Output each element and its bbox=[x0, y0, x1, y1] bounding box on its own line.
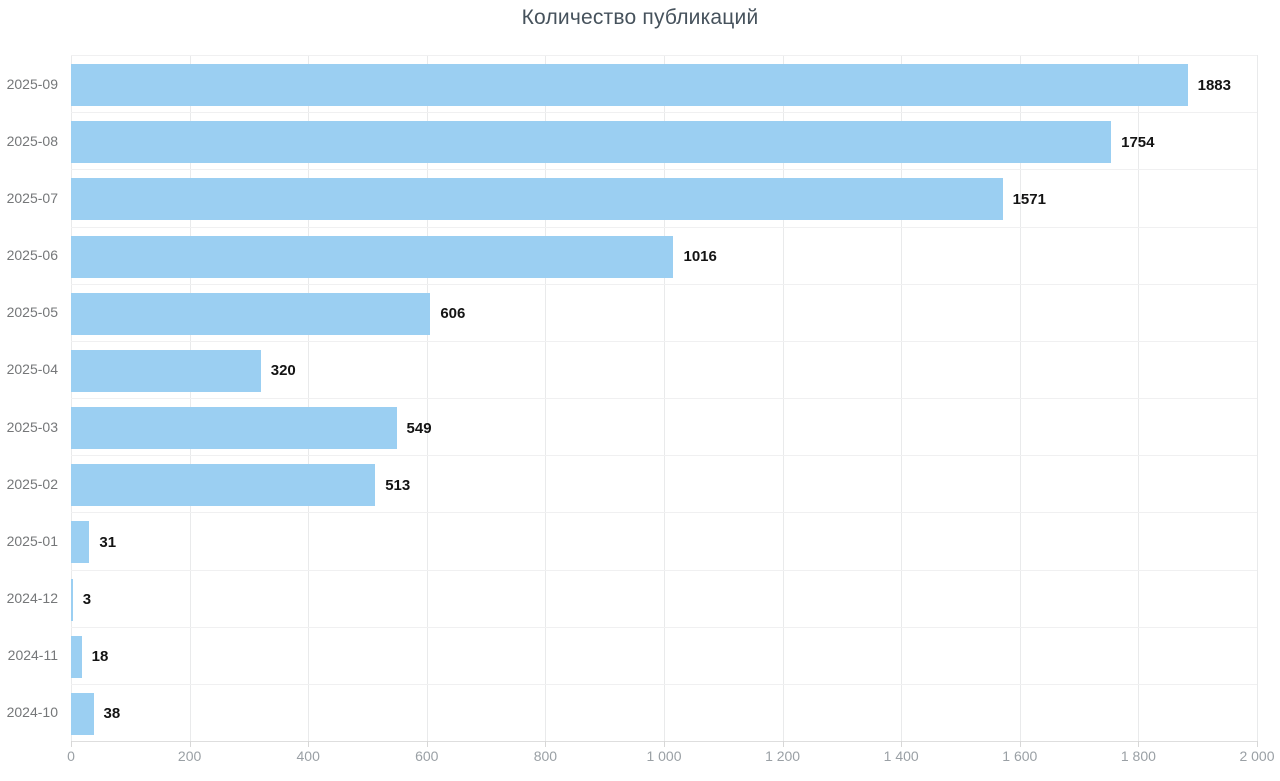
bar-2025-03[interactable] bbox=[71, 407, 397, 450]
bar-row: 320 bbox=[71, 340, 1257, 398]
y-axis-label: 2025-06 bbox=[6, 247, 58, 264]
bar-value-label: 1754 bbox=[1121, 133, 1155, 151]
y-axis-label: 2025-02 bbox=[6, 475, 58, 492]
x-axis: 0 200 400 600 800 1 000 1 200 1 400 1 600 1 800 2 … bbox=[67, 748, 1274, 770]
y-axis-label: 2024-11 bbox=[7, 647, 58, 664]
bar-value-label: 1571 bbox=[1012, 190, 1046, 208]
vertical-gridline bbox=[901, 55, 903, 741]
bar-value-label: 549 bbox=[406, 419, 432, 437]
bar-2024-11[interactable] bbox=[71, 635, 82, 678]
y-axis-label: 2025-01 bbox=[6, 532, 58, 549]
x-axis-tick-mark bbox=[1019, 741, 1021, 747]
bar-row: 38 bbox=[71, 683, 1257, 741]
bar-row: 1571 bbox=[71, 169, 1257, 226]
x-axis-tick-label: 1 000 bbox=[646, 748, 682, 764]
bar-2025-01[interactable] bbox=[71, 521, 90, 564]
bar-row: 549 bbox=[71, 398, 1257, 455]
bar-2024-10[interactable] bbox=[71, 692, 94, 735]
bar-rows: 1883 1754 1571 1016 606 320 549 513 31 3 18 38 bbox=[71, 55, 1257, 741]
bar-value-label: 513 bbox=[385, 476, 411, 494]
bar-2025-09[interactable] bbox=[71, 64, 1188, 106]
x-axis-tick-mark bbox=[1138, 741, 1140, 747]
y-axis-label: 2025-08 bbox=[6, 132, 58, 149]
y-axis-label: 2025-03 bbox=[6, 418, 58, 435]
vertical-gridline bbox=[71, 55, 72, 741]
vertical-gridline bbox=[189, 55, 191, 741]
bar-row: 513 bbox=[71, 455, 1257, 512]
bar-value-label: 18 bbox=[91, 648, 109, 666]
vertical-gridline bbox=[1257, 55, 1258, 741]
x-axis-tick-mark bbox=[426, 741, 428, 747]
vertical-gridline bbox=[426, 55, 428, 741]
y-axis-label: 2025-09 bbox=[6, 75, 58, 92]
x-axis-tick-label: 1 400 bbox=[883, 748, 919, 764]
y-axis-label: 2024-10 bbox=[6, 704, 58, 721]
bar-row: 1883 bbox=[71, 55, 1257, 112]
vertical-gridline bbox=[1138, 55, 1140, 741]
plot-area: 1883 1754 1571 1016 606 320 549 513 31 3 18 38 bbox=[71, 55, 1258, 747]
bar-row: 31 bbox=[71, 512, 1257, 569]
bar-row: 1016 bbox=[71, 226, 1257, 284]
x-axis-tick-label: 1 600 bbox=[1002, 748, 1038, 764]
bar-2024-12[interactable] bbox=[71, 578, 73, 621]
bar-value-label: 31 bbox=[99, 533, 117, 551]
x-axis-tick-mark bbox=[1257, 741, 1258, 747]
x-axis-tick-label: 0 bbox=[67, 748, 75, 764]
bar-2025-05[interactable] bbox=[71, 292, 431, 335]
y-axis-label: 2025-04 bbox=[6, 361, 58, 378]
x-axis-tick-label: 1 800 bbox=[1120, 748, 1156, 764]
bar-row: 606 bbox=[71, 283, 1257, 341]
bar-2025-02[interactable] bbox=[71, 464, 376, 507]
x-axis-tick-mark bbox=[901, 741, 903, 747]
x-axis-tick-label: 800 bbox=[533, 748, 558, 764]
bar-value-label: 320 bbox=[270, 362, 296, 380]
bar-value-label: 1883 bbox=[1197, 76, 1231, 94]
bar-2025-08[interactable] bbox=[71, 121, 1112, 164]
x-axis-tick-label: 1 200 bbox=[765, 748, 801, 764]
vertical-gridline bbox=[308, 55, 310, 741]
vertical-gridline bbox=[1019, 55, 1021, 741]
x-axis-tick-mark bbox=[189, 741, 191, 747]
chart-title: Количество публикаций bbox=[521, 6, 759, 29]
bar-2025-04[interactable] bbox=[71, 349, 261, 392]
y-axis-label: 2025-07 bbox=[6, 189, 58, 206]
y-axis: 2025-09 2025-08 2025-07 2025-06 2025-05 2025-… bbox=[0, 55, 58, 741]
y-axis-label: 2024-12 bbox=[6, 590, 58, 607]
x-axis-tick-mark bbox=[545, 741, 547, 747]
bar-row: 1754 bbox=[71, 112, 1257, 169]
x-axis-tick-label: 2 000 bbox=[1239, 748, 1275, 764]
x-axis-tick-mark bbox=[308, 741, 310, 747]
x-axis-tick-label: 400 bbox=[296, 748, 320, 764]
bar-2025-07[interactable] bbox=[71, 178, 1003, 221]
y-axis-label: 2025-05 bbox=[6, 304, 58, 321]
x-axis-tick-mark bbox=[664, 741, 665, 747]
bar-value-label: 38 bbox=[103, 705, 121, 723]
x-axis-tick-label: 200 bbox=[177, 748, 202, 764]
bar-value-label: 606 bbox=[440, 305, 466, 323]
bar-row: 3 bbox=[71, 569, 1257, 627]
x-axis-tick-label: 600 bbox=[415, 748, 439, 764]
vertical-gridline bbox=[782, 55, 784, 741]
x-axis-tick-mark bbox=[71, 741, 72, 747]
vertical-gridline bbox=[545, 55, 547, 741]
bar-value-label: 3 bbox=[82, 591, 92, 609]
x-axis-tick-mark bbox=[782, 741, 784, 747]
bar-row: 18 bbox=[71, 626, 1257, 684]
bar-2025-06[interactable] bbox=[71, 235, 674, 278]
bar-value-label: 1016 bbox=[683, 248, 717, 266]
vertical-gridline bbox=[664, 55, 665, 741]
